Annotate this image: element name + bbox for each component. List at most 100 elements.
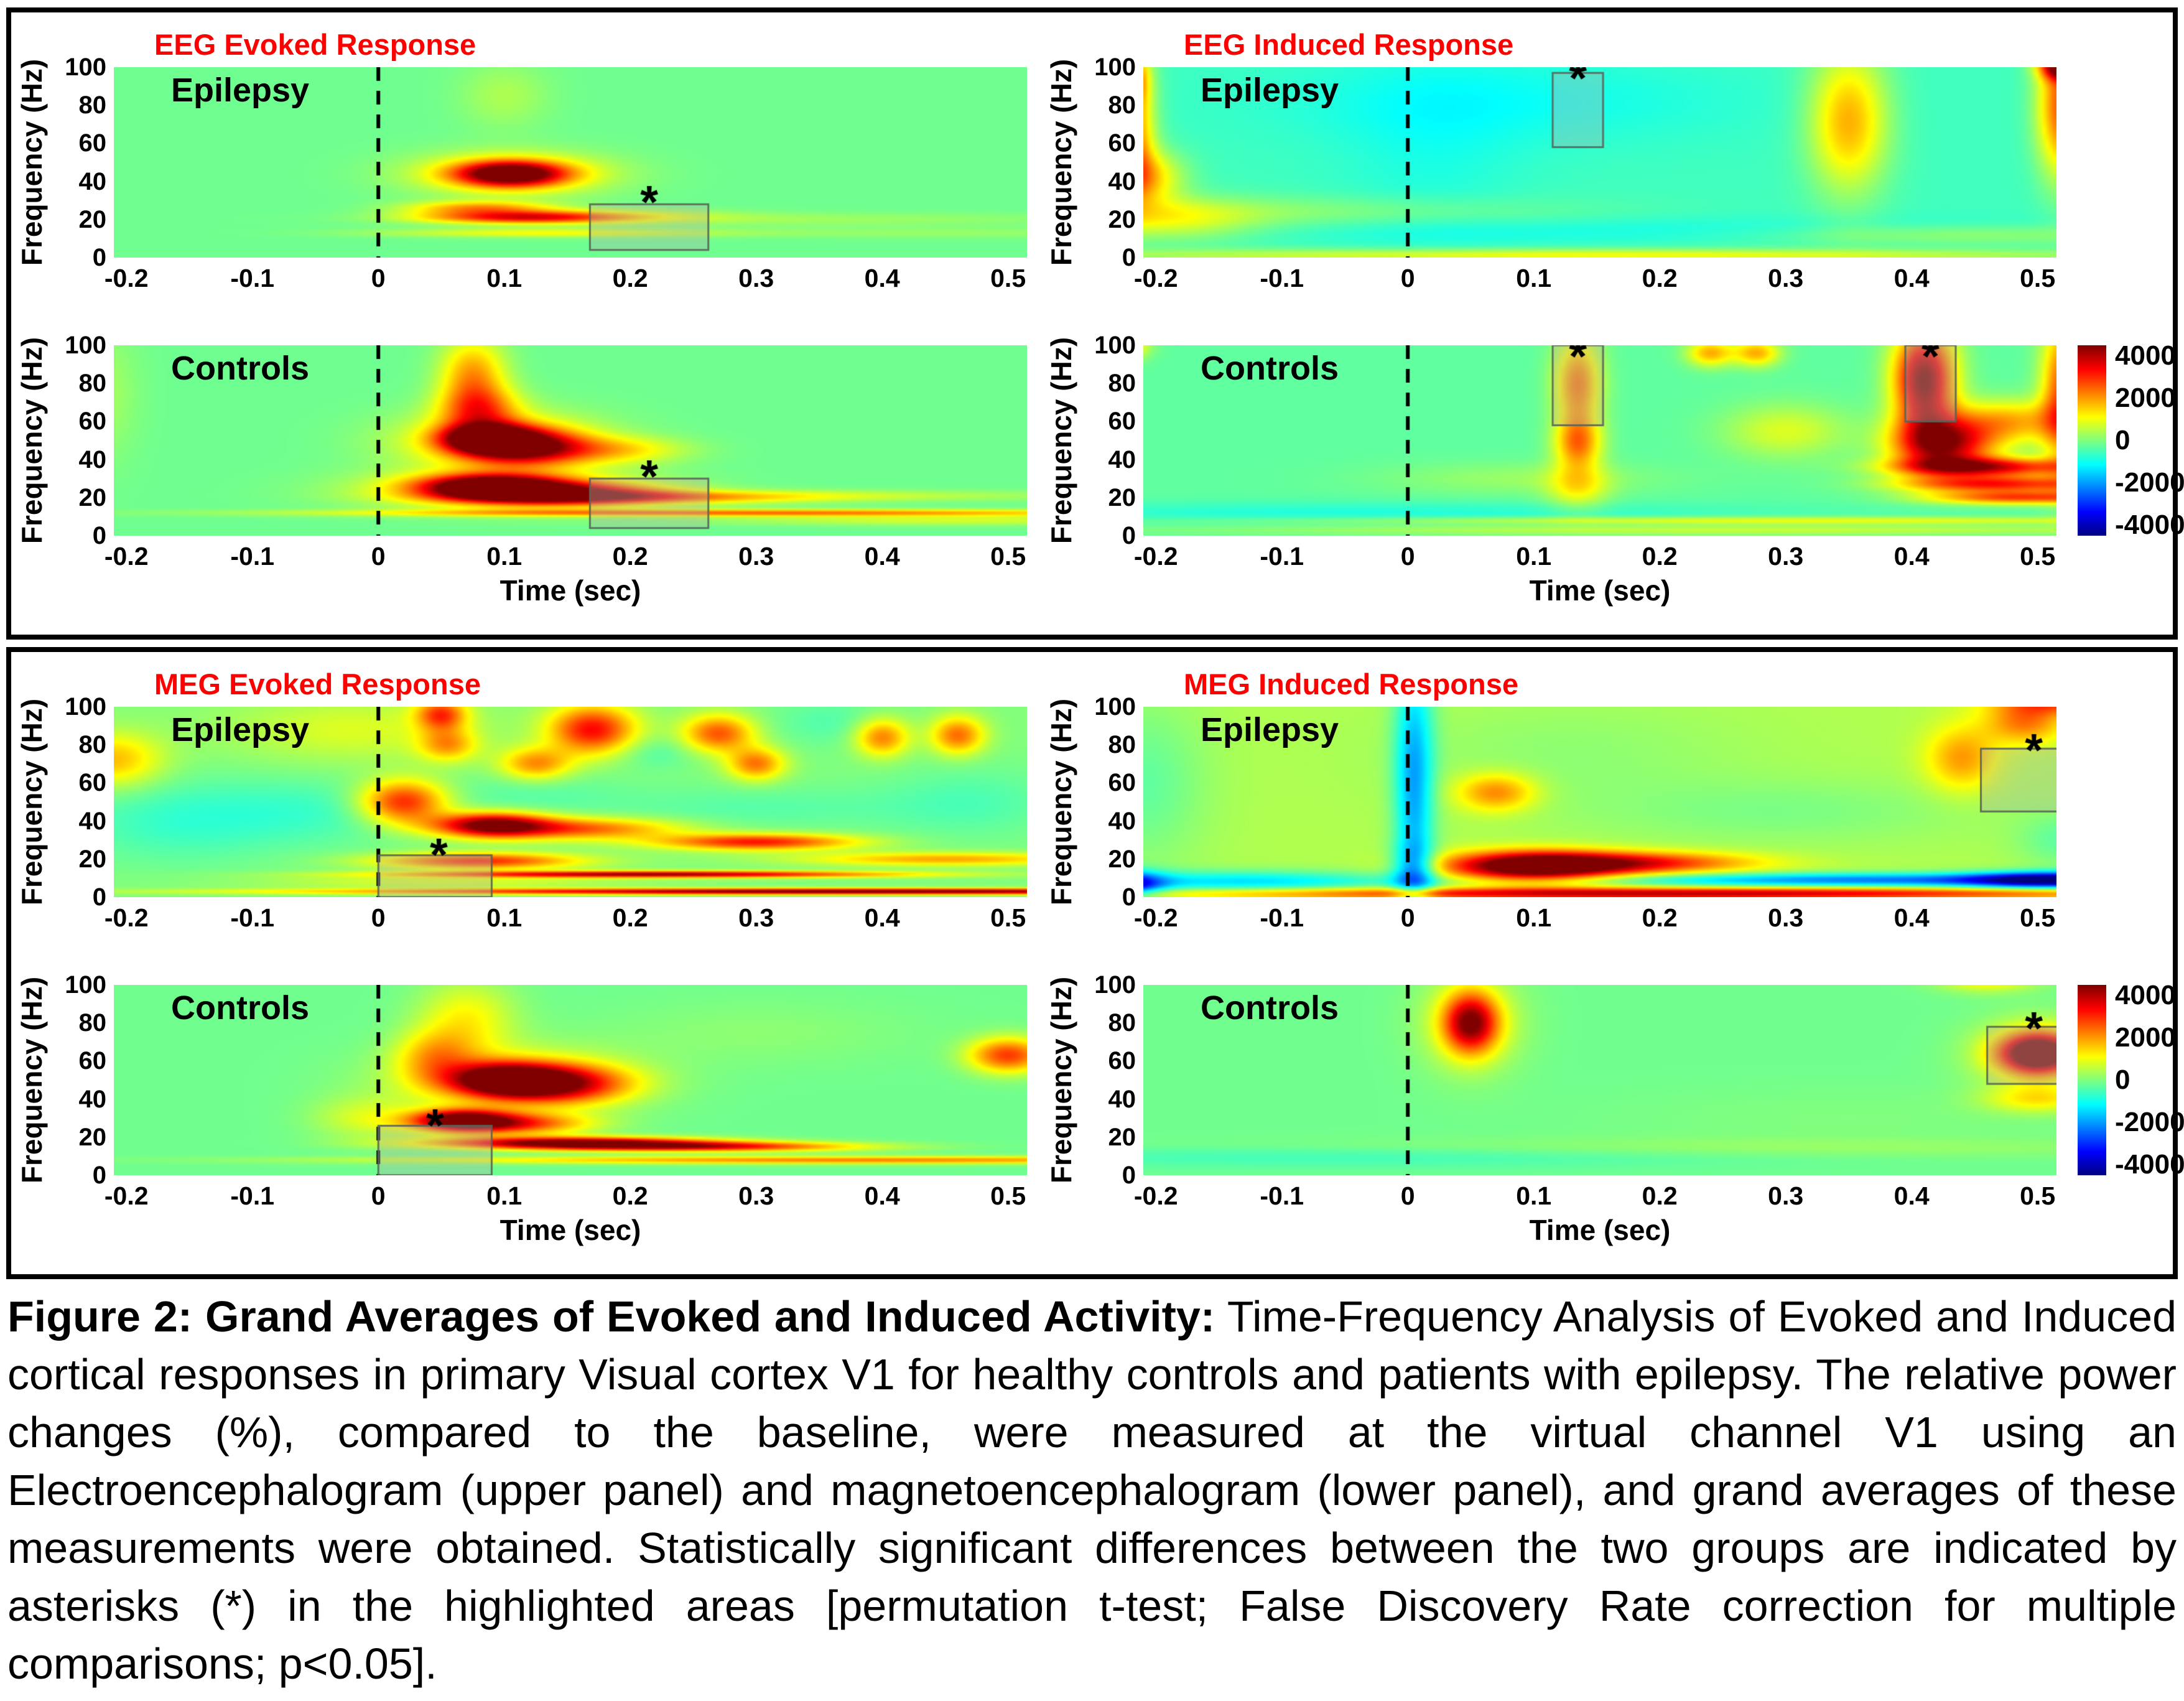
x-tick-label: 0.2 [1642,542,1678,571]
colorbar-tick-label: -2000 [2115,1107,2184,1137]
y-tick-label: 60 [78,129,107,157]
x-tick-label: 0.2 [1642,264,1678,292]
x-tick-label: 0.3 [1768,903,1804,932]
x-tick-label: 0.2 [612,264,648,292]
x-tick-label: 0.5 [2020,264,2056,292]
y-axis-label-text: Frequency (Hz) [16,58,49,266]
meg-panel-box: MEG Evoked Response Frequency (Hz) 100 80 60… [6,647,2184,1279]
colorbar-tick-label: 4000 [2115,340,2176,371]
x-tick-label: -0.1 [230,264,275,292]
eeg-induced-controls-label: Controls [1201,350,1339,387]
x-tick-label: 0.2 [612,542,648,571]
y-tick-label: 60 [1108,769,1136,797]
caption-bold-lead: Figure 2: Grand Averages of Evoked and I… [7,1292,1215,1341]
meg-evoked-response-title: MEG Evoked Response [154,668,481,701]
y-tick-label: 20 [1108,483,1136,511]
x-tick-label: -0.1 [1260,903,1304,932]
y-axis-label-text: Frequency (Hz) [16,698,49,906]
x-tick-label: 0.3 [738,542,774,571]
x-tick-label: 0.3 [1768,1181,1804,1210]
eeg-evoked-response-title: EEG Evoked Response [154,28,476,61]
y-axis-label-text: Frequency (Hz) [1045,337,1078,544]
x-tick-label: 0.4 [1894,264,1930,292]
y-tick-label: 40 [1108,807,1136,835]
meg-induced-epilepsy-label: Epilepsy [1201,711,1339,748]
y-tick-label: 100 [1094,971,1136,999]
x-tick-label: -0.1 [230,903,275,932]
x-axis-label: Time (sec) [1529,574,1671,607]
y-tick-label: 0 [1122,883,1136,911]
x-tick-label: 0.3 [738,903,774,932]
y-tick-label: 60 [1108,1047,1136,1075]
y-tick-label: 40 [1108,1085,1136,1113]
x-tick-label: 0.4 [864,542,900,571]
y-tick-label: 60 [78,408,107,436]
meg-induced-controls-heatmap [1143,985,2056,1175]
y-tick-label: 0 [1122,1162,1136,1189]
y-tick-label: 80 [1108,370,1136,398]
eeg-induced-epilepsy-label: Epilepsy [1201,72,1339,109]
meg-induced-controls-label: Controls [1201,989,1339,1027]
y-tick-label: 40 [78,1085,107,1113]
eeg-induced-response-title: EEG Induced Response [1184,28,1514,61]
x-tick-label: 0.5 [2020,1181,2056,1210]
y-tick-label: 80 [78,91,107,119]
y-axis-label-text: Frequency (Hz) [16,337,49,544]
x-tick-label: 0.1 [486,264,523,292]
x-axis-label: Time (sec) [500,1214,641,1246]
x-tick-label: 0 [1400,542,1415,571]
x-tick-label: 0.5 [990,903,1026,932]
colorbar [2078,345,2106,536]
y-axis-label-text: Frequency (Hz) [1045,698,1078,906]
y-tick-label: 100 [1094,332,1136,359]
x-tick-label: -0.2 [1133,903,1178,932]
meg-evoked-controls-heatmap [114,985,1027,1175]
x-tick-label: 0 [371,1181,386,1210]
eeg-induced-epilepsy-heatmap [1143,67,2056,258]
y-tick-label: 0 [92,522,106,549]
y-tick-label: 100 [1094,54,1136,81]
x-tick-label: -0.2 [104,1181,149,1210]
y-tick-label: 100 [65,971,106,999]
meg-evoked-epilepsy-label: Epilepsy [171,711,310,748]
x-tick-label: 0 [371,264,386,292]
y-tick-label: 0 [1122,244,1136,271]
x-tick-label: -0.1 [1260,1181,1304,1210]
colorbar-tick-label: -4000 [2115,510,2184,540]
eeg-evoked-epilepsy-label: Epilepsy [171,72,310,109]
eeg-evoked-controls-heatmap [114,345,1027,536]
x-tick-label: 0.1 [486,903,523,932]
y-tick-label: 60 [1108,408,1136,436]
y-axis-label-text: Frequency (Hz) [1045,58,1078,266]
y-tick-label: 20 [78,1123,107,1151]
colorbar-tick-label: 0 [2115,425,2131,455]
x-tick-label: -0.1 [1260,542,1304,571]
y-axis-label-text: Frequency (Hz) [16,976,49,1184]
y-tick-label: 60 [78,769,107,797]
eeg-evoked-epilepsy-heatmap [114,67,1027,258]
x-tick-label: 0.3 [1768,264,1804,292]
y-tick-label: 100 [65,54,106,81]
x-axis-label: Time (sec) [500,574,641,607]
x-tick-label: -0.2 [104,264,149,292]
y-tick-label: 20 [1108,205,1136,233]
y-tick-label: 20 [78,205,107,233]
y-tick-label: 20 [78,845,107,873]
x-tick-label: 0.4 [864,903,900,932]
x-tick-label: 0.4 [1894,1181,1930,1210]
y-tick-label: 80 [78,731,107,759]
x-tick-label: 0.4 [1894,903,1930,932]
x-tick-label: 0.1 [1516,264,1552,292]
x-tick-label: 0.1 [486,542,523,571]
x-tick-label: 0.5 [990,264,1026,292]
x-tick-label: -0.1 [230,1181,275,1210]
y-tick-label: 100 [65,332,106,359]
x-tick-label: 0.4 [1894,542,1930,571]
y-tick-label: 40 [1108,445,1136,473]
y-axis-label-text: Frequency (Hz) [1045,976,1078,1184]
y-tick-label: 20 [1108,1123,1136,1151]
y-tick-label: 80 [1108,731,1136,759]
eeg-evoked-controls-label: Controls [171,350,309,387]
colorbar-tick-label: 4000 [2115,980,2176,1010]
x-tick-label: 0.3 [738,264,774,292]
